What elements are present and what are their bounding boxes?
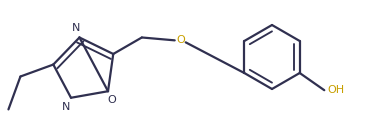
Text: N: N — [62, 102, 70, 112]
Text: N: N — [72, 23, 81, 33]
Text: OH: OH — [327, 85, 344, 95]
Text: O: O — [177, 35, 186, 45]
Text: O: O — [108, 95, 116, 105]
